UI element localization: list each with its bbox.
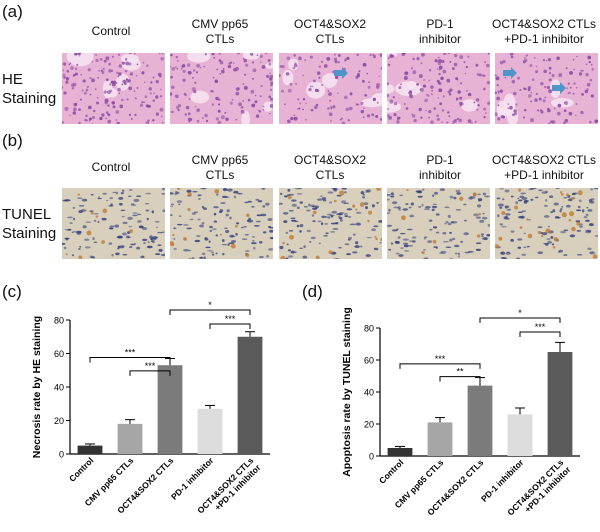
he-header-0: Control xyxy=(91,24,131,38)
bar xyxy=(237,336,263,454)
bar xyxy=(547,352,573,456)
tunel-image-4 xyxy=(495,188,598,259)
y-tick-label: 20 xyxy=(54,416,64,426)
panel-label-c: (c) xyxy=(2,282,22,301)
bar xyxy=(197,408,223,454)
tunel-header-1: CMV pp65 CTLs xyxy=(191,153,249,182)
tunel-image-3 xyxy=(387,188,490,259)
bar xyxy=(117,423,143,454)
he-image-3 xyxy=(387,53,490,124)
he-image-0 xyxy=(62,53,165,124)
significance-label: * xyxy=(518,308,522,318)
significance-label: *** xyxy=(125,348,136,358)
chart-d: 0 20 40 60 80 Apoptosis rate by TUNEL stainin… xyxy=(300,300,600,527)
bar xyxy=(387,448,413,456)
y-tick-label: 80 xyxy=(364,324,374,334)
bar xyxy=(427,422,453,456)
y-tick-label: 0 xyxy=(59,450,64,460)
chart-c: 0 20 40 60 80 Necrosis rate by HE staining Con… xyxy=(0,300,300,527)
x-tick-label: Control xyxy=(67,455,95,483)
bar xyxy=(77,445,103,454)
y-axis-label: Necrosis rate by HE staining xyxy=(31,316,43,458)
significance-label: *** xyxy=(145,361,156,371)
x-tick-label: Control xyxy=(377,457,405,485)
y-tick-label: 60 xyxy=(54,349,64,359)
necrosis-bar-chart: 0 20 40 60 80 Necrosis rate by HE staining Con… xyxy=(31,300,270,516)
significance-bracket xyxy=(129,370,171,376)
bar xyxy=(467,385,493,456)
significance-label: ** xyxy=(456,367,464,377)
blue-arrow-icon xyxy=(503,67,517,79)
bar xyxy=(157,365,183,454)
tunel-image-2 xyxy=(279,188,382,259)
panel-label-a: (a) xyxy=(2,2,23,21)
bar xyxy=(507,414,533,456)
he-image-4 xyxy=(495,53,598,124)
he-image-2 xyxy=(279,53,382,124)
he-row-label: HE Staining xyxy=(2,71,57,107)
tunel-row-label: TUNEL Staining xyxy=(2,206,57,242)
tunel-image-1 xyxy=(170,188,273,259)
tunel-header-0: Control xyxy=(91,160,131,174)
significance-label: *** xyxy=(535,322,546,332)
significance-bracket xyxy=(209,323,251,329)
tunel-header-2: OCT4&SOX2 CTLs xyxy=(293,153,367,182)
y-tick-label: 40 xyxy=(364,388,374,398)
significance-bracket xyxy=(479,317,561,323)
significance-bracket xyxy=(169,309,251,315)
y-axis-label: Apoptosis rate by TUNEL staining xyxy=(341,307,353,477)
tunel-header-4: OCT4&SOX2 CTLs +PD-1 inhibitor xyxy=(491,153,597,182)
y-tick-label: 0 xyxy=(369,452,374,462)
significance-label: *** xyxy=(225,314,236,324)
panel-label-b: (b) xyxy=(2,131,23,150)
significance-label: * xyxy=(208,300,212,310)
significance-bracket xyxy=(519,331,561,337)
blue-arrow-icon xyxy=(552,82,566,94)
significance-bracket xyxy=(399,363,481,369)
significance-bracket xyxy=(439,376,481,382)
significance-bracket xyxy=(89,357,171,363)
y-tick-label: 40 xyxy=(54,383,64,393)
he-header-3: PD-1 inhibitor xyxy=(418,17,462,46)
panel-label-d: (d) xyxy=(302,282,323,301)
tunel-image-0 xyxy=(62,188,165,259)
blue-arrow-icon xyxy=(334,67,348,79)
apoptosis-bar-chart: 0 20 40 60 80 Apoptosis rate by TUNEL stainin… xyxy=(341,307,580,518)
he-header-4: OCT4&SOX2 CTLs +PD-1 inhibitor xyxy=(491,17,597,46)
significance-label: *** xyxy=(435,354,446,364)
tunel-header-3: PD-1 inhibitor xyxy=(418,153,462,182)
y-tick-label: 80 xyxy=(54,316,64,326)
he-image-1 xyxy=(170,53,273,124)
y-tick-label: 60 xyxy=(364,356,374,366)
he-header-1: CMV pp65 CTLs xyxy=(191,17,249,46)
he-header-2: OCT4&SOX2 CTLs xyxy=(293,17,367,46)
y-tick-label: 20 xyxy=(364,420,374,430)
